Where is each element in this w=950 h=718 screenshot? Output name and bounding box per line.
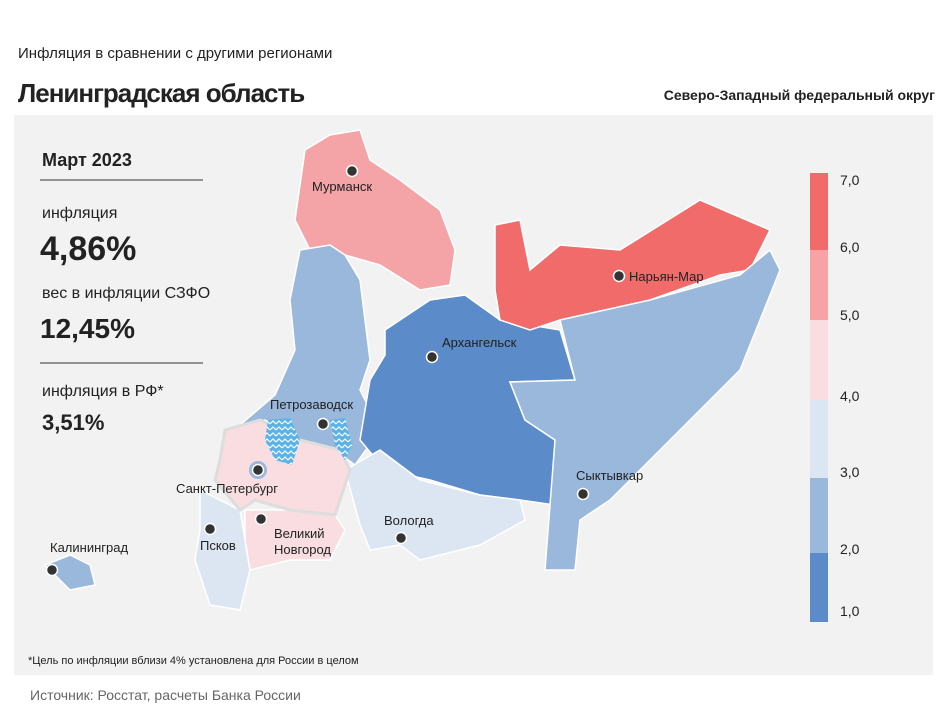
- legend-tick-label: 4,0: [840, 388, 860, 404]
- city-dot: [203, 522, 217, 536]
- legend-swatch: [810, 250, 828, 320]
- city-dot: [316, 417, 330, 431]
- legend-tick-label: 2,0: [840, 541, 860, 557]
- legend-swatch: [810, 478, 828, 553]
- legend-tick-label: 1,0: [840, 603, 860, 619]
- city-label: Псков: [200, 538, 236, 553]
- legend-tick-label: 6,0: [840, 239, 860, 255]
- city-label: Вологда: [384, 513, 434, 528]
- city-dot: [45, 563, 59, 577]
- period: Март 2023: [42, 150, 132, 170]
- legend-swatch: [810, 400, 828, 478]
- legend-swatch: [810, 553, 828, 622]
- city-label: Санкт-Петербург: [176, 481, 278, 496]
- region-vologda: [344, 449, 526, 561]
- inflation-label: инфляция: [42, 205, 117, 222]
- region-komi: [508, 248, 781, 571]
- city-label: Калининград: [50, 540, 128, 555]
- regions: [43, 129, 781, 611]
- region-kaliningrad: [43, 554, 96, 591]
- city-label: Великий: [274, 526, 325, 541]
- city-label: Архангельск: [442, 335, 517, 350]
- legend-swatch: [810, 320, 828, 400]
- lake-onega: [330, 418, 352, 460]
- rf-value: 3,51%: [42, 410, 104, 435]
- legend-tick-label: 7,0: [840, 172, 860, 188]
- city-dot: [251, 463, 265, 477]
- weight-value: 12,45%: [40, 313, 135, 344]
- legend-tick-label: 3,0: [840, 464, 860, 480]
- footnote: *Цель по инфляции вблизи 4% установлена …: [28, 655, 359, 667]
- weight-label: вес в инфляции СЗФО: [42, 285, 210, 302]
- title: Ленинградская область: [18, 78, 304, 108]
- city-dot: [612, 269, 626, 283]
- city-dot: [425, 350, 439, 364]
- city-dot: [394, 531, 408, 545]
- subtitle: Инфляция в сравнении с другими регионами: [18, 45, 332, 62]
- region-murmansk: [294, 129, 456, 291]
- city-label: Новгород: [274, 542, 331, 557]
- city-label: Петрозаводск: [270, 397, 353, 412]
- city-label: Сыктывкар: [576, 468, 643, 483]
- district: Северо-Западный федеральный округ: [664, 87, 935, 103]
- source: Источник: Росстат, расчеты Банка России: [30, 687, 301, 703]
- city-dot: [576, 487, 590, 501]
- lake-ladoga: [265, 418, 300, 465]
- legend-tick-label: 5,0: [840, 307, 860, 323]
- city-label: Нарьян-Мар: [629, 269, 704, 284]
- city-dot: [345, 164, 359, 178]
- legend: [810, 173, 828, 622]
- legend-swatch: [810, 173, 828, 250]
- city-dot: [254, 512, 268, 526]
- rf-label: инфляция в РФ*: [42, 383, 164, 400]
- inflation-value: 4,86%: [40, 230, 136, 268]
- region-pskov: [194, 488, 251, 611]
- city-label: Мурманск: [312, 179, 372, 194]
